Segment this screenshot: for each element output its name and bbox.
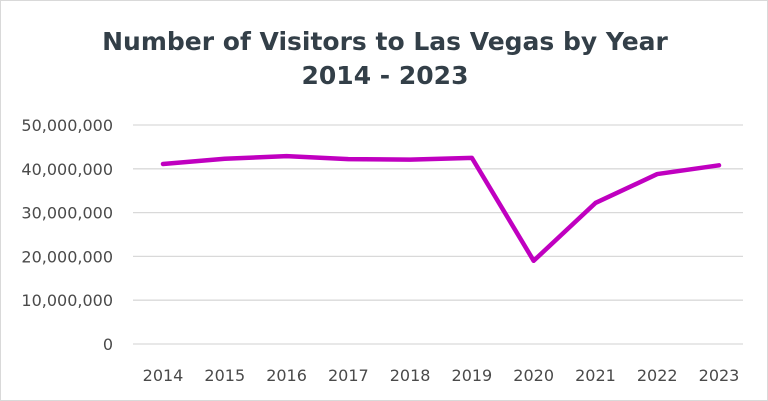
y-tick-label: 30,000,000 (21, 204, 113, 223)
x-tick-label: 2015 (204, 366, 245, 385)
x-tick-label: 2019 (452, 366, 493, 385)
y-tick-label: 20,000,000 (21, 247, 113, 266)
y-tick-label: 10,000,000 (21, 291, 113, 310)
x-tick-label: 2014 (143, 366, 184, 385)
x-tick-label: 2022 (637, 366, 678, 385)
chart-subtitle: 2014 - 2023 (301, 61, 469, 90)
x-tick-label: 2017 (328, 366, 369, 385)
y-tick-label: 50,000,000 (21, 116, 113, 135)
y-tick-label: 40,000,000 (21, 160, 113, 179)
y-tick-label: 0 (103, 335, 113, 354)
x-tick-label: 2016 (266, 366, 307, 385)
x-tick-label: 2023 (699, 366, 740, 385)
x-tick-label: 2020 (513, 366, 554, 385)
x-tick-label: 2021 (575, 366, 616, 385)
chart-title: Number of Visitors to Las Vegas by Year (102, 27, 668, 56)
series-line (160, 153, 722, 264)
x-tick-label: 2018 (390, 366, 431, 385)
